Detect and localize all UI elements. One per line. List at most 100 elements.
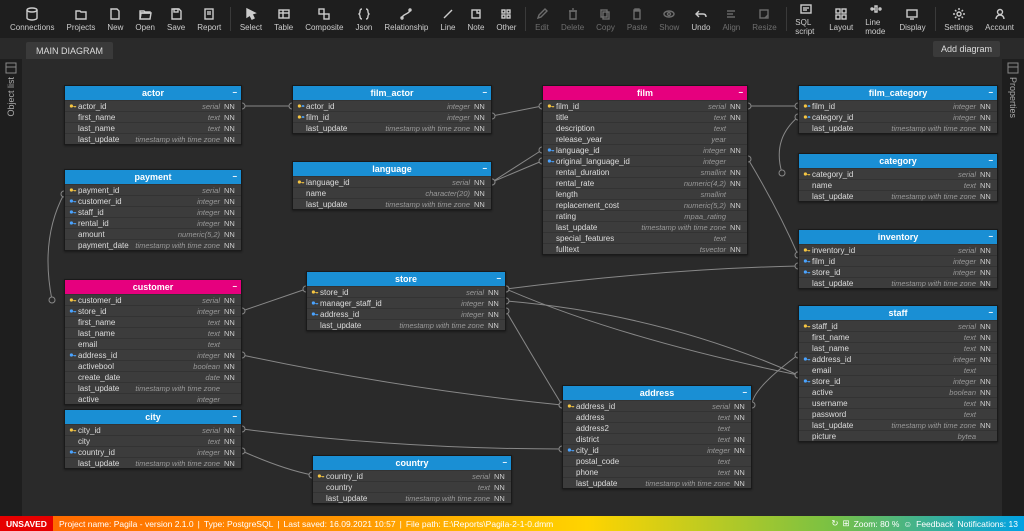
- table-column-row[interactable]: staff_idintegerNN: [65, 206, 241, 217]
- table-header[interactable]: store−: [307, 272, 505, 286]
- table-payment[interactable]: payment−payment_idserialNNcustomer_idint…: [64, 169, 242, 251]
- table-header[interactable]: language−: [293, 162, 491, 176]
- table-header[interactable]: film_actor−: [293, 86, 491, 100]
- table-column-row[interactable]: film_idserialNN: [543, 100, 747, 111]
- minimize-icon[interactable]: −: [232, 88, 237, 97]
- add-diagram-button[interactable]: Add diagram: [933, 41, 1000, 57]
- table-inventory[interactable]: inventory−inventory_idserialNNfilm_idint…: [798, 229, 998, 289]
- minimize-icon[interactable]: −: [482, 164, 487, 173]
- table-column-row[interactable]: last_updatetimestamp with time zoneNN: [307, 319, 505, 330]
- table-column-row[interactable]: last_updatetimestamp with time zoneNN: [799, 190, 997, 201]
- toolbar-sqlscript-button[interactable]: SQL script: [789, 1, 823, 37]
- table-column-row[interactable]: actor_idintegerNN: [293, 100, 491, 111]
- toolbar-account-button[interactable]: Account: [979, 1, 1020, 37]
- table-header[interactable]: country−: [313, 456, 511, 470]
- table-column-row[interactable]: rental_idintegerNN: [65, 217, 241, 228]
- table-column-row[interactable]: city_idserialNN: [65, 424, 241, 435]
- table-column-row[interactable]: create_datedateNN: [65, 371, 241, 382]
- minimize-icon[interactable]: −: [502, 458, 507, 467]
- table-column-row[interactable]: descriptiontext: [543, 122, 747, 133]
- table-column-row[interactable]: namecharacter(20)NN: [293, 187, 491, 198]
- table-header[interactable]: city−: [65, 410, 241, 424]
- table-store[interactable]: store−store_idserialNNmanager_staff_idin…: [306, 271, 506, 331]
- table-column-row[interactable]: amountnumeric(5,2)NN: [65, 228, 241, 239]
- minimize-icon[interactable]: −: [232, 172, 237, 181]
- table-column-row[interactable]: country_idintegerNN: [65, 446, 241, 457]
- table-column-row[interactable]: activebooleanNN: [799, 386, 997, 397]
- table-column-row[interactable]: addresstextNN: [563, 411, 751, 422]
- tab-main-diagram[interactable]: MAIN DIAGRAM: [26, 42, 113, 59]
- toolbar-projects-button[interactable]: Projects: [60, 1, 101, 37]
- table-column-row[interactable]: ratingmpaa_rating: [543, 210, 747, 221]
- table-film_category[interactable]: film_category−film_idintegerNNcategory_i…: [798, 85, 998, 134]
- table-column-row[interactable]: first_nametextNN: [65, 111, 241, 122]
- table-column-row[interactable]: last_nametextNN: [65, 327, 241, 338]
- toolbar-table-button[interactable]: Table: [268, 1, 299, 37]
- toolbar-open-button[interactable]: Open: [129, 1, 161, 37]
- table-column-row[interactable]: staff_idserialNN: [799, 320, 997, 331]
- table-actor[interactable]: actor−actor_idserialNNfirst_nametextNNla…: [64, 85, 242, 145]
- table-column-row[interactable]: passwordtext: [799, 408, 997, 419]
- diagram-canvas[interactable]: actor−actor_idserialNNfirst_nametextNNla…: [22, 59, 1002, 516]
- table-column-row[interactable]: inventory_idserialNN: [799, 244, 997, 255]
- minimize-icon[interactable]: −: [988, 232, 993, 241]
- toolbar-select-button[interactable]: Select: [234, 1, 268, 37]
- table-header[interactable]: payment−: [65, 170, 241, 184]
- toolbar-json-button[interactable]: Json: [349, 1, 378, 37]
- table-column-row[interactable]: titletextNN: [543, 111, 747, 122]
- toolbar-relationship-button[interactable]: Relationship: [378, 1, 434, 37]
- table-film[interactable]: film−film_idserialNNtitletextNNdescripti…: [542, 85, 748, 255]
- table-column-row[interactable]: first_nametextNN: [65, 316, 241, 327]
- table-column-row[interactable]: address_idserialNN: [563, 400, 751, 411]
- toolbar-linemode-button[interactable]: Line mode: [859, 1, 893, 37]
- table-column-row[interactable]: category_idintegerNN: [799, 111, 997, 122]
- table-column-row[interactable]: rental_durationsmallintNN: [543, 166, 747, 177]
- table-column-row[interactable]: release_yearyear: [543, 133, 747, 144]
- table-column-row[interactable]: language_idintegerNN: [543, 144, 747, 155]
- table-column-row[interactable]: country_idserialNN: [313, 470, 511, 481]
- table-column-row[interactable]: last_updatetimestamp with time zoneNN: [293, 122, 491, 133]
- table-column-row[interactable]: emailtext: [799, 364, 997, 375]
- toolbar-delete-button[interactable]: Delete: [555, 1, 590, 37]
- toolbar-undo-button[interactable]: Undo: [685, 1, 716, 37]
- table-column-row[interactable]: phonetextNN: [563, 466, 751, 477]
- fit-icon[interactable]: ⊞: [842, 518, 849, 529]
- minimize-icon[interactable]: −: [232, 282, 237, 291]
- table-column-row[interactable]: last_updatetimestamp with time zoneNN: [543, 221, 747, 232]
- table-column-row[interactable]: language_idserialNN: [293, 176, 491, 187]
- table-column-row[interactable]: citytextNN: [65, 435, 241, 446]
- table-column-row[interactable]: replacement_costnumeric(5,2)NN: [543, 199, 747, 210]
- table-column-row[interactable]: usernametextNN: [799, 397, 997, 408]
- table-column-row[interactable]: store_idintegerNN: [65, 305, 241, 316]
- toolbar-show-button[interactable]: Show: [653, 1, 685, 37]
- toolbar-report-button[interactable]: Report: [191, 1, 227, 37]
- table-staff[interactable]: staff−staff_idserialNNfirst_nametextNNla…: [798, 305, 998, 442]
- toolbar-note-button[interactable]: Note: [462, 1, 491, 37]
- table-column-row[interactable]: last_updatetimestamp with time zoneNN: [799, 122, 997, 133]
- table-customer[interactable]: customer−customer_idserialNNstore_idinte…: [64, 279, 242, 405]
- table-column-row[interactable]: store_idintegerNN: [799, 266, 997, 277]
- table-column-row[interactable]: special_featurestext: [543, 232, 747, 243]
- table-category[interactable]: category−category_idserialNNnametextNNla…: [798, 153, 998, 202]
- table-film_actor[interactable]: film_actor−actor_idintegerNNfilm_idinteg…: [292, 85, 492, 134]
- minimize-icon[interactable]: −: [738, 88, 743, 97]
- table-column-row[interactable]: address_idintegerNN: [799, 353, 997, 364]
- minimize-icon[interactable]: −: [496, 274, 501, 283]
- table-column-row[interactable]: address_idintegerNN: [65, 349, 241, 360]
- table-column-row[interactable]: emailtext: [65, 338, 241, 349]
- sync-icon[interactable]: ↻: [831, 518, 838, 529]
- minimize-icon[interactable]: −: [988, 156, 993, 165]
- table-column-row[interactable]: category_idserialNN: [799, 168, 997, 179]
- object-list-rail[interactable]: Object list: [0, 59, 22, 516]
- table-header[interactable]: actor−: [65, 86, 241, 100]
- table-header[interactable]: film−: [543, 86, 747, 100]
- table-country[interactable]: country−country_idserialNNcountrytextNNl…: [312, 455, 512, 504]
- table-column-row[interactable]: postal_codetext: [563, 455, 751, 466]
- toolbar-layout-button[interactable]: Layout: [823, 1, 859, 37]
- status-feedback[interactable]: Feedback: [916, 519, 953, 529]
- table-column-row[interactable]: countrytextNN: [313, 481, 511, 492]
- table-column-row[interactable]: payment_idserialNN: [65, 184, 241, 195]
- table-column-row[interactable]: film_idintegerNN: [799, 100, 997, 111]
- table-column-row[interactable]: last_updatetimestamp with time zoneNN: [799, 419, 997, 430]
- table-column-row[interactable]: film_idintegerNN: [293, 111, 491, 122]
